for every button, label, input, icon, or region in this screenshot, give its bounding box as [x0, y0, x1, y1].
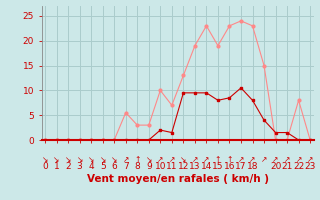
- Text: ↑: ↑: [226, 155, 233, 164]
- Text: ↗: ↗: [157, 155, 164, 164]
- Text: ↗: ↗: [307, 155, 313, 164]
- Text: ↗: ↗: [284, 155, 290, 164]
- Text: ↑: ↑: [215, 155, 221, 164]
- Text: ↗: ↗: [203, 155, 210, 164]
- Text: ↗: ↗: [261, 155, 267, 164]
- Text: ↘: ↘: [146, 155, 152, 164]
- Text: ↗: ↗: [272, 155, 279, 164]
- Text: ↘: ↘: [88, 155, 94, 164]
- Text: ↘: ↘: [42, 155, 48, 164]
- Text: ↘: ↘: [180, 155, 187, 164]
- Text: ↗: ↗: [249, 155, 256, 164]
- Text: ↘: ↘: [65, 155, 71, 164]
- Text: ↑: ↑: [134, 155, 140, 164]
- Text: ↗: ↗: [192, 155, 198, 164]
- Text: ↗: ↗: [123, 155, 129, 164]
- Text: ↘: ↘: [111, 155, 117, 164]
- Text: ↘: ↘: [53, 155, 60, 164]
- Text: ↗: ↗: [238, 155, 244, 164]
- Text: ↘: ↘: [76, 155, 83, 164]
- X-axis label: Vent moyen/en rafales ( km/h ): Vent moyen/en rafales ( km/h ): [87, 174, 268, 184]
- Text: ↗: ↗: [169, 155, 175, 164]
- Text: ↗: ↗: [295, 155, 302, 164]
- Text: ↘: ↘: [100, 155, 106, 164]
